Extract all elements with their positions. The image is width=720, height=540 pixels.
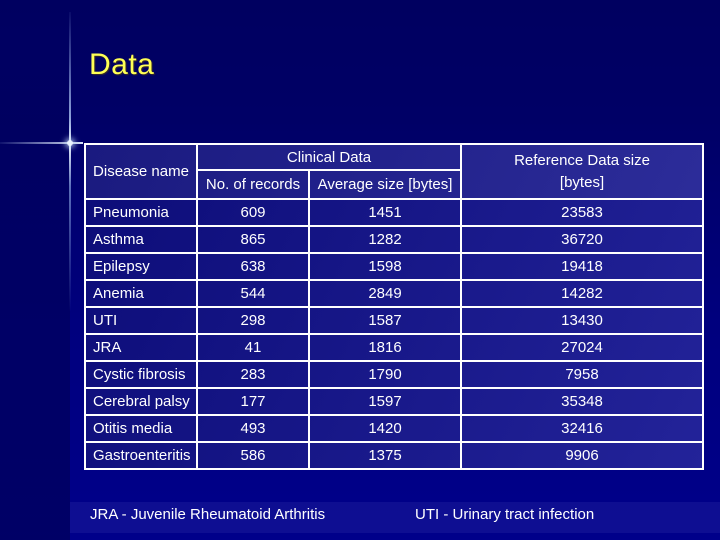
disease-name-cell: Cystic fibrosis [84, 360, 198, 389]
disease-name-cell: Cerebral palsy [84, 387, 198, 416]
table-row: Epilepsy 638 1598 19418 [84, 252, 705, 281]
reference-size-cell: 27024 [460, 333, 705, 362]
records-count-cell: 41 [196, 333, 310, 362]
reference-data-header: Reference Data size [bytes] [460, 143, 705, 200]
reference-size-cell: 36720 [460, 225, 705, 254]
reference-size-cell: 23583 [460, 198, 705, 227]
accent-line-glow [67, 140, 73, 146]
footnote-uti: UTI - Urinary tract infection [415, 506, 595, 523]
records-count-cell: 298 [196, 306, 310, 335]
table-row: JRA 41 1816 27024 [84, 333, 705, 362]
records-count-cell: 177 [196, 387, 310, 416]
avg-size-header: Average size [bytes] [307, 169, 463, 200]
table-row: UTI 298 1587 13430 [84, 306, 705, 335]
table-row: Anemia 544 2849 14282 [84, 279, 705, 308]
table-row: Asthma 865 1282 36720 [84, 225, 705, 254]
records-count-cell: 544 [196, 279, 310, 308]
disease-name-cell: Asthma [84, 225, 198, 254]
records-count-cell: 283 [196, 360, 310, 389]
horizontal-accent-line [0, 142, 83, 144]
records-count-cell: 493 [196, 414, 310, 443]
disease-name-cell: Gastroenteritis [84, 441, 198, 470]
average-size-cell: 1420 [307, 414, 463, 443]
table-row: Cerebral palsy 177 1597 35348 [84, 387, 705, 416]
average-size-cell: 1790 [307, 360, 463, 389]
average-size-cell: 1282 [307, 225, 463, 254]
reference-size-cell: 14282 [460, 279, 705, 308]
disease-name-cell: Anemia [84, 279, 198, 308]
table-row: Otitis media 493 1420 32416 [84, 414, 705, 443]
table-row: Cystic fibrosis 283 1790 7958 [84, 360, 705, 389]
average-size-cell: 1816 [307, 333, 463, 362]
records-header: No. of records [196, 169, 310, 200]
disease-name-cell: Otitis media [84, 414, 198, 443]
table-header: Disease name Clinical Data Reference Dat… [84, 143, 705, 200]
header-row-sub: No. of records Average size [bytes] [85, 169, 703, 200]
table-row: Gastroenteritis 586 1375 9906 [84, 441, 705, 470]
reference-size-cell: 19418 [460, 252, 705, 281]
average-size-cell: 1375 [307, 441, 463, 470]
records-count-cell: 865 [196, 225, 310, 254]
disease-name-header: Disease name [84, 143, 198, 200]
table-body: Pneumonia 609 1451 23583 Asthma 865 1282 36720 E… [84, 198, 705, 470]
page-title: Data [89, 48, 155, 81]
average-size-cell: 2849 [307, 279, 463, 308]
reference-size-cell: 35348 [460, 387, 705, 416]
reference-data-header-label: Reference Data size [bytes] [514, 151, 650, 191]
left-margin-band [0, 0, 70, 540]
header-row-group: Disease name Clinical Data Reference Dat… [84, 143, 705, 200]
average-size-cell: 1598 [307, 252, 463, 281]
clinical-data-header: Clinical Data [195, 143, 463, 171]
records-count-cell: 638 [196, 252, 310, 281]
reference-size-cell: 32416 [460, 414, 705, 443]
average-size-cell: 1587 [307, 306, 463, 335]
reference-size-cell: 13430 [460, 306, 705, 335]
records-count-cell: 586 [196, 441, 310, 470]
average-size-cell: 1597 [307, 387, 463, 416]
reference-size-cell: 7958 [460, 360, 705, 389]
disease-name-cell: Pneumonia [84, 198, 198, 227]
disease-name-cell: JRA [84, 333, 198, 362]
reference-size-cell: 9906 [460, 441, 705, 470]
disease-name-cell: Epilepsy [84, 252, 198, 281]
records-count-cell: 609 [196, 198, 310, 227]
disease-data-table: Disease name Clinical Data Reference Dat… [84, 143, 705, 470]
average-size-cell: 1451 [307, 198, 463, 227]
footnote-jra: JRA - Juvenile Rheumatoid Arthritis [90, 506, 326, 523]
disease-name-cell: UTI [84, 306, 198, 335]
footer-band [70, 502, 720, 533]
vertical-accent-line [69, 12, 71, 312]
table-row: Pneumonia 609 1451 23583 [84, 198, 705, 227]
